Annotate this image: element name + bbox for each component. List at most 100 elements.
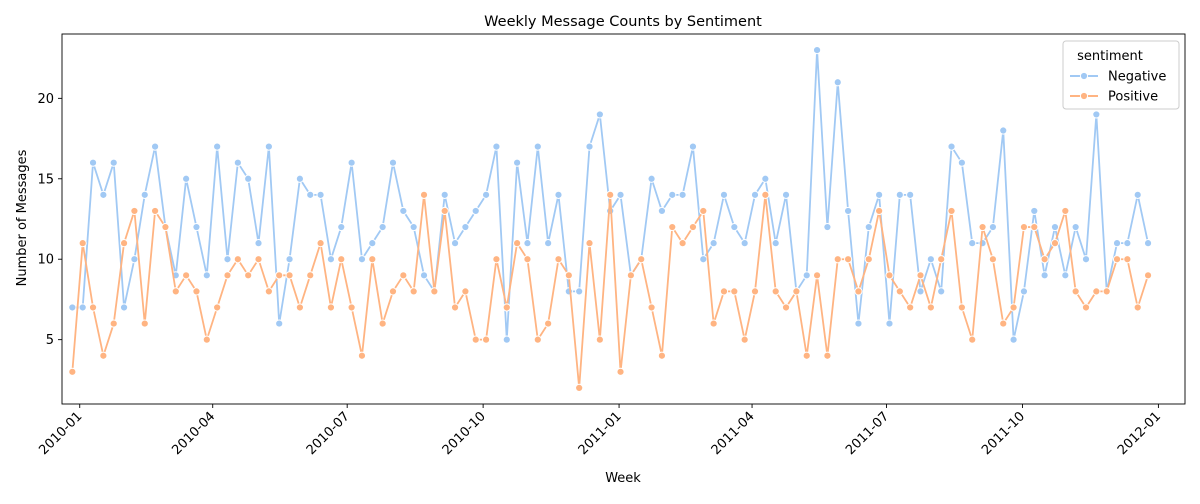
data-point-positive bbox=[854, 287, 863, 296]
data-point-negative bbox=[750, 190, 760, 199]
data-point-negative bbox=[285, 255, 294, 264]
data-point-negative bbox=[585, 142, 594, 151]
data-point-positive bbox=[1133, 303, 1142, 312]
data-point-positive bbox=[68, 367, 77, 376]
data-point-negative bbox=[254, 239, 263, 248]
data-point-positive bbox=[223, 271, 232, 280]
data-point-negative bbox=[150, 142, 160, 151]
data-point-positive bbox=[1040, 255, 1049, 264]
data-point-positive bbox=[833, 255, 842, 264]
data-point-negative bbox=[1092, 110, 1101, 119]
data-point-positive bbox=[244, 271, 253, 280]
data-point-negative bbox=[130, 255, 139, 264]
data-point-positive bbox=[192, 287, 201, 296]
data-point-positive bbox=[409, 287, 418, 296]
data-point-negative bbox=[730, 222, 739, 232]
y-tick-label: 15 bbox=[37, 172, 54, 187]
data-point-positive bbox=[575, 383, 584, 393]
data-point-negative bbox=[802, 271, 811, 280]
data-point-negative bbox=[68, 303, 77, 312]
data-point-positive bbox=[1092, 287, 1101, 296]
data-point-positive bbox=[1019, 222, 1029, 232]
data-point-negative bbox=[378, 222, 387, 232]
y-tick-label: 10 bbox=[37, 253, 54, 268]
data-point-negative bbox=[275, 319, 284, 328]
data-point-negative bbox=[1019, 287, 1029, 296]
data-point-positive bbox=[957, 303, 966, 312]
series-negative bbox=[68, 45, 1153, 344]
data-point-negative bbox=[906, 190, 915, 199]
data-point-positive bbox=[895, 287, 904, 296]
data-point-negative bbox=[450, 239, 460, 248]
data-point-negative bbox=[771, 239, 780, 248]
data-point-positive bbox=[916, 271, 925, 280]
data-point-positive bbox=[450, 303, 460, 312]
data-point-negative bbox=[812, 45, 822, 55]
data-point-negative bbox=[1040, 271, 1049, 280]
data-point-positive bbox=[171, 287, 180, 296]
data-point-negative bbox=[699, 255, 708, 264]
data-point-positive bbox=[161, 222, 170, 232]
data-point-negative bbox=[481, 190, 491, 199]
data-point-positive bbox=[440, 206, 449, 216]
data-point-positive bbox=[792, 287, 801, 296]
data-point-positive bbox=[140, 319, 149, 328]
data-point-positive bbox=[544, 319, 553, 328]
data-point-positive bbox=[657, 351, 667, 360]
legend-marker-positive bbox=[1079, 91, 1089, 101]
data-point-positive bbox=[130, 206, 139, 216]
data-point-positive bbox=[316, 239, 325, 248]
data-point-positive bbox=[647, 303, 656, 312]
legend-frame bbox=[1062, 40, 1180, 110]
data-point-negative bbox=[595, 110, 604, 119]
data-point-positive bbox=[688, 222, 698, 232]
data-point-positive bbox=[781, 303, 791, 312]
data-point-negative bbox=[1030, 206, 1039, 216]
data-point-positive bbox=[802, 351, 811, 360]
data-point-negative bbox=[657, 206, 667, 216]
data-point-negative bbox=[399, 206, 408, 216]
data-point-positive bbox=[926, 303, 935, 312]
data-point-positive bbox=[554, 255, 563, 264]
data-point-positive bbox=[606, 190, 615, 199]
legend: sentiment Negative Positive bbox=[1062, 40, 1180, 110]
data-point-negative bbox=[864, 222, 873, 232]
data-point-negative bbox=[688, 142, 698, 151]
data-point-positive bbox=[668, 222, 677, 232]
data-point-positive bbox=[988, 255, 998, 264]
data-point-negative bbox=[368, 239, 377, 248]
data-point-negative bbox=[233, 158, 242, 167]
data-point-positive bbox=[306, 271, 315, 280]
data-point-negative bbox=[885, 319, 894, 328]
data-point-positive bbox=[109, 319, 118, 328]
data-point-negative bbox=[264, 142, 273, 151]
data-point-negative bbox=[316, 190, 325, 199]
data-point-negative bbox=[719, 190, 729, 199]
data-point-positive bbox=[844, 255, 853, 264]
data-point-positive bbox=[812, 271, 822, 280]
data-point-positive bbox=[99, 351, 108, 360]
data-point-positive bbox=[616, 367, 625, 376]
data-point-positive bbox=[771, 287, 780, 296]
data-point-negative bbox=[306, 190, 315, 199]
data-point-positive bbox=[740, 335, 749, 344]
data-point-negative bbox=[968, 239, 977, 248]
data-point-negative bbox=[419, 271, 429, 280]
data-point-negative bbox=[357, 255, 367, 264]
data-point-positive bbox=[1081, 303, 1091, 312]
data-point-negative bbox=[461, 222, 470, 232]
data-point-positive bbox=[347, 303, 356, 312]
data-point-negative bbox=[347, 158, 356, 167]
data-point-negative bbox=[223, 255, 232, 264]
data-point-positive bbox=[119, 239, 129, 248]
data-point-positive bbox=[637, 255, 646, 264]
series-positive bbox=[68, 190, 1153, 393]
data-point-positive bbox=[481, 335, 491, 344]
data-point-negative bbox=[523, 239, 532, 248]
data-point-positive bbox=[1071, 287, 1080, 296]
data-point-negative bbox=[440, 190, 449, 199]
data-point-negative bbox=[1061, 271, 1070, 280]
data-point-negative bbox=[99, 190, 108, 199]
data-point-negative bbox=[471, 206, 480, 216]
data-point-negative bbox=[192, 222, 201, 232]
